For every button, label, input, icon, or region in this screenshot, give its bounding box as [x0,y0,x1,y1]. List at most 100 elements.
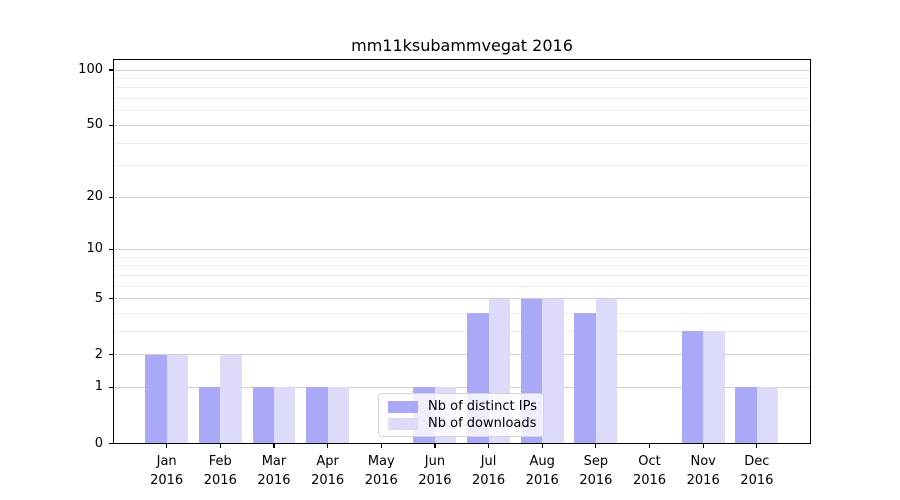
y-tick-label: 5 [94,290,103,306]
x-tick-label: Jan 2016 [132,452,202,491]
x-tick-year: 2016 [632,473,667,488]
minor-gridline [113,87,811,89]
x-tick-mark [756,443,758,448]
x-tick-month: Apr [316,453,339,469]
minor-gridline [113,110,811,112]
x-tick-mark [434,443,436,448]
x-tick-label: Mar 2016 [239,452,309,491]
x-tick-label: May 2016 [346,452,416,491]
bar-downloads [703,331,725,444]
x-tick-year: 2016 [579,473,613,488]
bar-distinct-ips [252,387,274,444]
legend-swatch-downloads [388,417,418,430]
bar-downloads [327,387,350,444]
bar-downloads [166,354,189,444]
bar-downloads [756,387,779,444]
x-tick-label: Jun 2016 [400,452,470,491]
y-tick-mark [108,196,113,198]
major-gridline [113,298,811,300]
x-tick-mark [702,443,704,448]
x-tick-year: 2016 [257,473,291,488]
minor-gridline [113,142,811,144]
bar-distinct-ips [198,387,221,444]
legend-swatch-distinct-ips [388,400,418,413]
minor-gridline [113,265,811,267]
chart-title: mm11ksubammvegat 2016 [351,36,573,55]
legend: Nb of distinct IPs Nb of downloads [378,393,544,437]
x-tick-month: Jul [480,453,497,469]
y-tick-label: 100 [78,62,103,78]
x-tick-mark [327,443,329,448]
legend-item-distinct-ips: Nb of distinct IPs [388,399,537,414]
x-tick-month: Aug [529,453,555,469]
minor-gridline [113,330,811,332]
legend-label-distinct-ips: Nb of distinct IPs [428,399,537,414]
x-tick-mark [648,443,651,448]
x-tick-month: Dec [744,453,770,469]
x-tick-mark [380,443,382,448]
x-tick-year: 2016 [203,473,237,488]
x-tick-month: Jan [156,453,177,469]
y-tick-mark [108,386,113,388]
x-tick-year: 2016 [150,473,184,488]
y-tick-mark [108,297,113,300]
x-tick-month: Mar [261,453,287,469]
bar-distinct-ips [574,313,596,444]
x-tick-label: Sep 2016 [561,452,631,491]
bar-distinct-ips [735,387,757,444]
legend-label-downloads: Nb of downloads [428,416,537,431]
x-tick-label: Oct 2016 [615,452,685,491]
y-tick-label: 20 [86,189,103,205]
x-tick-mark [219,443,221,448]
x-tick-label: Apr 2016 [293,452,363,491]
x-tick-year: 2016 [686,473,720,488]
x-tick-year: 2016 [740,473,774,488]
y-tick-mark [108,442,113,445]
minor-gridline [113,165,811,167]
x-tick-label: Aug 2016 [507,452,577,491]
x-tick-month: May [367,453,395,469]
major-gridline [113,386,811,388]
x-tick-month: Jun [424,453,446,469]
x-tick-mark [166,443,168,448]
bar-distinct-ips [145,354,167,444]
x-tick-month: Oct [638,453,661,469]
x-tick-mark [273,443,275,448]
x-tick-mark [541,443,543,448]
minor-gridline [113,98,811,100]
bar-distinct-ips [306,387,328,444]
x-tick-mark [487,443,490,448]
y-tick-label: 50 [86,117,103,133]
bar-distinct-ips [681,331,704,444]
major-gridline [113,196,811,198]
major-gridline [113,354,811,356]
y-tick-mark [108,248,113,251]
x-tick-month: Feb [208,453,232,469]
minor-gridline [113,274,811,276]
x-tick-year: 2016 [525,473,559,488]
major-gridline [113,248,811,250]
y-tick-label: 10 [86,241,103,257]
y-tick-label: 2 [94,346,103,362]
major-gridline [113,69,811,71]
y-tick-label: 0 [94,435,103,451]
minor-gridline [113,78,811,80]
x-tick-label: Nov 2016 [668,452,738,491]
y-tick-mark [108,124,113,126]
plot-border [113,59,811,444]
y-tick-label: 1 [94,379,103,395]
minor-gridline [113,285,811,287]
x-tick-year: 2016 [472,473,506,488]
x-tick-year: 2016 [311,473,345,488]
bar-downloads [273,387,296,444]
x-tick-label: Feb 2016 [185,452,255,491]
legend-item-downloads: Nb of downloads [388,416,537,431]
major-gridline [113,124,811,126]
x-tick-year: 2016 [418,473,452,488]
bar-downloads [542,298,564,444]
x-tick-label: Jul 2016 [454,452,524,491]
x-tick-month: Sep [583,453,609,469]
bar-downloads [595,298,618,444]
minor-gridline [113,256,811,258]
